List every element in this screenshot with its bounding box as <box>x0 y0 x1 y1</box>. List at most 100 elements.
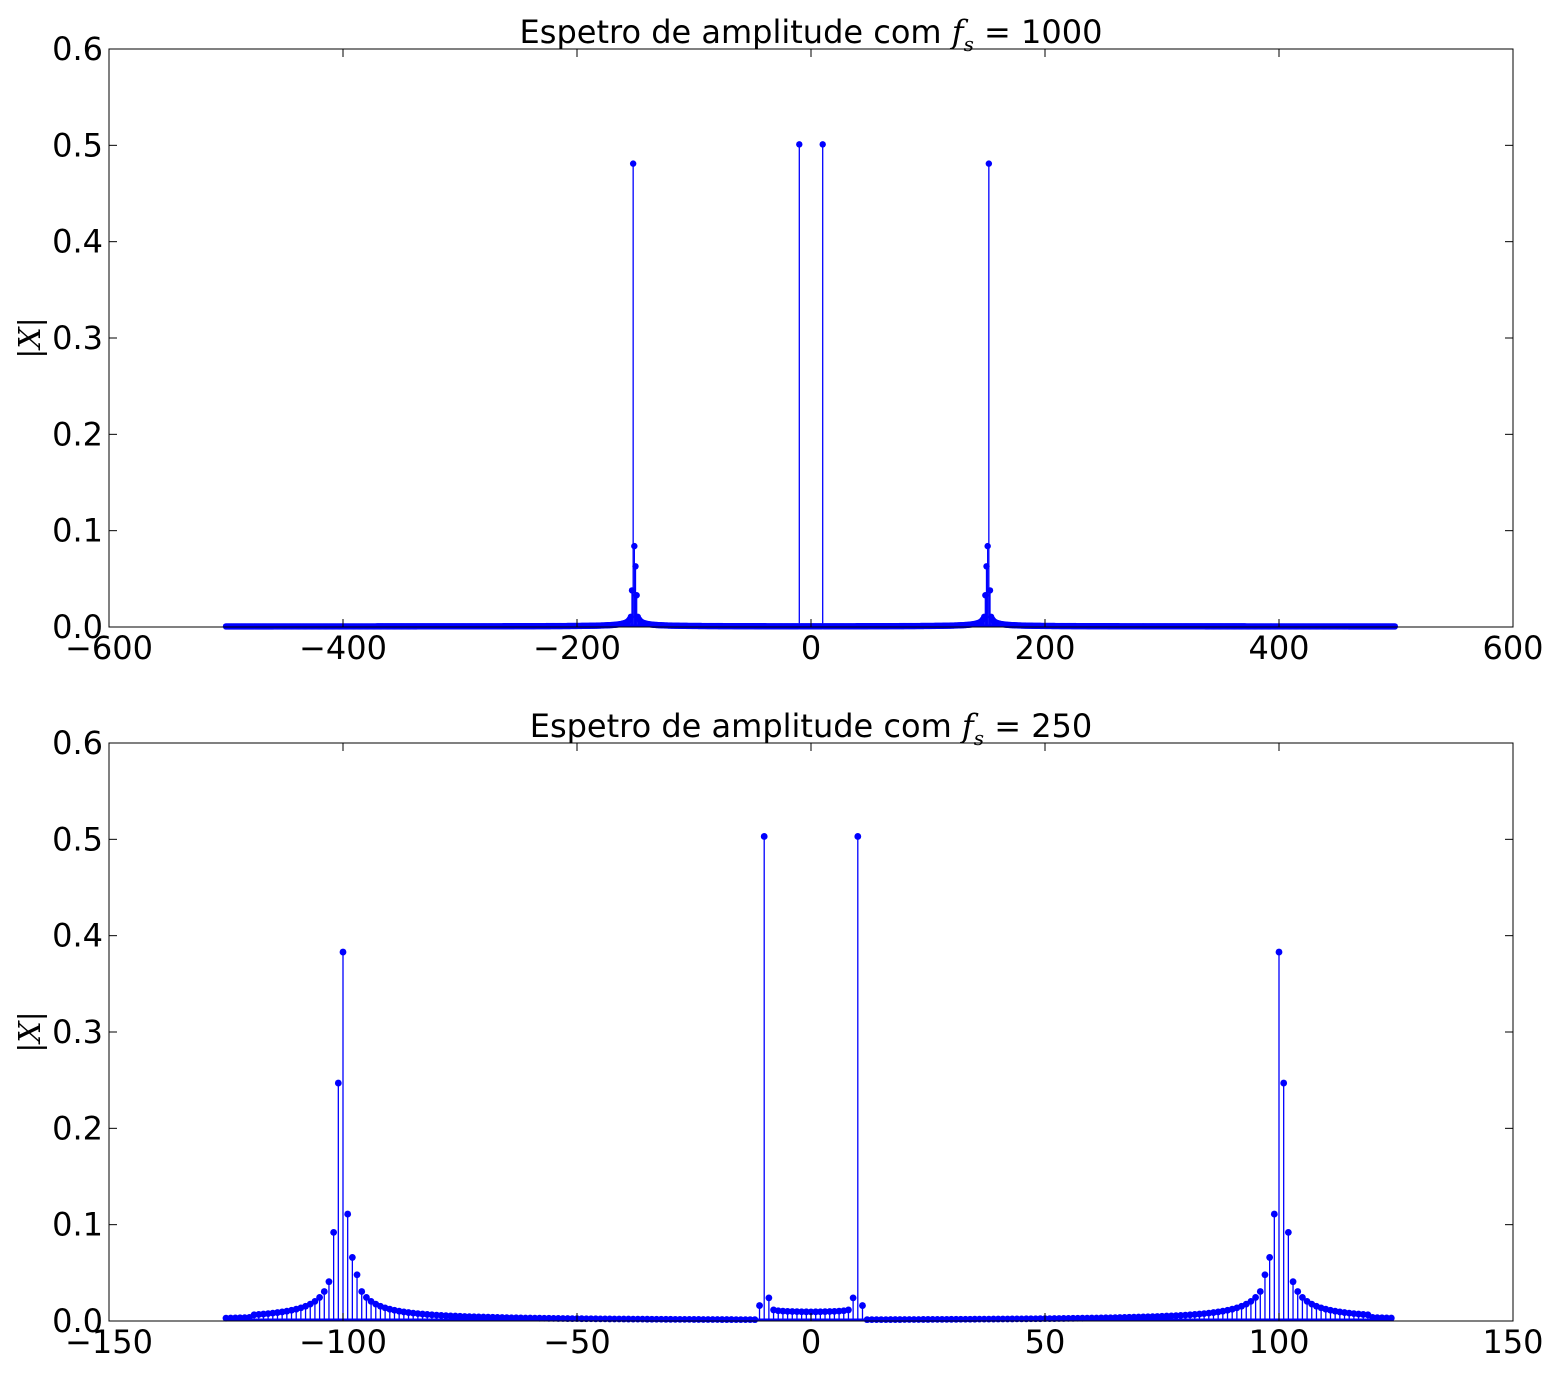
stem-marker <box>344 1210 352 1218</box>
stems <box>222 833 1395 1324</box>
x-tick-label: 150 <box>1482 1323 1543 1361</box>
stem-marker <box>1270 1210 1278 1218</box>
stem-marker <box>819 141 826 148</box>
stem-marker <box>564 1315 572 1322</box>
stem-marker <box>1387 1314 1395 1322</box>
y-tick-label: 0.2 <box>52 415 103 453</box>
stem-marker <box>849 1294 857 1302</box>
chart-title: Espetro de amplitude com fs = 250 <box>530 707 1093 750</box>
stem-marker <box>854 833 862 840</box>
stem-marker <box>807 1308 815 1316</box>
stem-marker <box>1252 1294 1259 1301</box>
y-axis-label: |X| <box>13 1011 48 1053</box>
stem-marker <box>1289 1278 1297 1286</box>
x-tick-label: −400 <box>299 629 387 667</box>
stem-marker <box>334 1079 342 1087</box>
stem-marker <box>320 1288 328 1295</box>
stem-marker <box>633 592 640 599</box>
y-tick-label: 0.6 <box>52 30 103 68</box>
stem-marker <box>756 1302 763 1309</box>
axes-frame <box>108 742 1514 1322</box>
stem-marker <box>330 1228 338 1236</box>
stem-marker <box>339 948 347 956</box>
stem-marker <box>1069 1314 1077 1322</box>
stem-marker <box>984 542 991 550</box>
y-tick-label: 0.3 <box>52 1013 103 1051</box>
y-tick-label: 0.4 <box>52 223 103 261</box>
stem-marker <box>629 160 637 167</box>
stem-marker <box>1284 1228 1292 1236</box>
stem-marker <box>1299 1294 1306 1301</box>
stem-marker <box>1060 1315 1068 1322</box>
y-tick-label: 0.6 <box>52 724 103 762</box>
stem-marker <box>559 1315 567 1322</box>
stem-marker <box>986 587 994 594</box>
stem-marker <box>540 1314 548 1322</box>
x-tick-label: −150 <box>65 1323 153 1361</box>
x-tick-label: 600 <box>1482 629 1543 667</box>
stem-marker <box>348 1254 356 1261</box>
stem-marker <box>1065 1314 1072 1322</box>
stem-marker <box>316 1294 323 1301</box>
y-tick-label: 0.0 <box>52 1302 103 1340</box>
stem-marker <box>1261 1271 1269 1279</box>
chart-title: Espetro de amplitude com fs = 1000 <box>520 13 1103 56</box>
y-tick-label: 0.1 <box>52 512 103 550</box>
stem-marker <box>1275 948 1283 956</box>
stem-marker <box>845 1306 852 1314</box>
stem-marker <box>1036 1315 1044 1323</box>
x-tick-label: 0 <box>801 629 821 667</box>
stem-marker <box>325 1278 333 1286</box>
stem-marker <box>751 1316 759 1324</box>
stem-marker <box>1256 1288 1264 1295</box>
stem-marker <box>1055 1315 1063 1322</box>
stem-marker <box>765 1294 773 1302</box>
stem-marker <box>1032 1315 1040 1323</box>
stem-marker <box>985 160 993 167</box>
x-tick-label: −50 <box>543 1323 611 1361</box>
y-axis-label: |X| <box>13 317 48 359</box>
stem-marker <box>802 1308 810 1316</box>
stem-marker <box>554 1315 562 1322</box>
stem-marker <box>353 1271 361 1279</box>
stem-marker <box>582 1315 590 1323</box>
stem-marker <box>550 1314 557 1322</box>
x-tick-label: 200 <box>1014 629 1075 667</box>
stems <box>222 141 1399 630</box>
stem-marker <box>1391 623 1399 630</box>
y-tick-label: 0.2 <box>52 1109 103 1147</box>
stem-marker <box>859 1302 866 1309</box>
y-tick-label: 0.1 <box>52 1206 103 1244</box>
y-tick-label: 0.4 <box>52 917 103 955</box>
x-tick-label: 400 <box>1248 629 1309 667</box>
stem-marker <box>1280 1079 1288 1087</box>
stem-marker <box>1294 1288 1302 1295</box>
stem-marker <box>363 1294 370 1301</box>
y-tick-label: 0.5 <box>52 126 103 164</box>
x-tick-label: −600 <box>65 629 153 667</box>
subplot-bottom: −150 −100 −50 0 50 100 150 0.0 0.1 0.2 0.3 0.4 0.5 0.… <box>13 707 1544 1361</box>
subplot-top: −600 −400 −200 0 200 400 600 0.0 0.1 0.2 0.3 0.4 0.5… <box>13 13 1544 667</box>
stem-marker <box>311 1297 319 1305</box>
y-tick-label: 0.5 <box>52 820 103 858</box>
x-tick-label: 50 <box>1025 1323 1066 1361</box>
stem-marker <box>1046 1315 1054 1322</box>
stem-marker <box>1247 1297 1255 1305</box>
stem-marker <box>1266 1254 1274 1261</box>
x-tick-label: −100 <box>299 1323 387 1361</box>
stem-marker <box>568 1315 576 1322</box>
stem-marker <box>578 1315 586 1323</box>
x-tick-label: 100 <box>1248 1323 1309 1361</box>
stem-marker <box>760 833 768 840</box>
stem-marker <box>796 141 803 148</box>
axes-frame <box>108 48 1514 628</box>
y-tick-label: 0.3 <box>52 319 103 357</box>
stem-marker <box>587 1315 595 1323</box>
x-tick-label: 0 <box>801 1323 821 1361</box>
stem-marker <box>632 563 639 570</box>
x-tick-label: −200 <box>533 629 621 667</box>
stem-marker <box>1027 1315 1035 1323</box>
stem-marker <box>1050 1315 1058 1322</box>
stem-marker <box>631 542 638 550</box>
